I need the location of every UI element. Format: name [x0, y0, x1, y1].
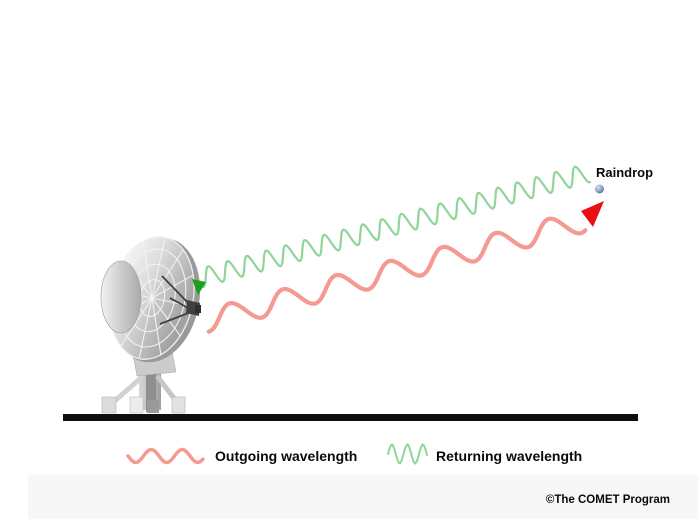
raindrop-label: Raindrop	[596, 165, 654, 180]
legend-returning-wave-icon	[387, 443, 428, 465]
feed-strut	[159, 311, 192, 325]
bottom-band	[28, 475, 698, 519]
outgoing-wave	[206, 216, 588, 334]
radar-dish	[100, 236, 201, 414]
feed-horn-tip	[195, 305, 201, 313]
dish-foot	[101, 396, 117, 414]
returning-arrow-icon	[192, 279, 206, 295]
dish-foot	[171, 396, 186, 414]
legend-outgoing-wave-icon	[126, 447, 205, 465]
returning-wave	[202, 165, 592, 289]
dish-hub	[100, 260, 142, 334]
feed-strut	[161, 275, 192, 307]
ground-line	[63, 414, 638, 421]
copyright-text: ©The COMET Program	[545, 494, 670, 506]
legend-outgoing-label: Outgoing wavelength	[215, 448, 358, 464]
outgoing-arrow-icon	[581, 201, 604, 227]
dish-foot	[129, 396, 144, 414]
legend-returning-label: Returning wavelength	[436, 448, 583, 464]
dish-foot	[147, 400, 159, 413]
raindrop-sphere	[595, 184, 604, 194]
dish-rear-leg	[146, 370, 156, 412]
